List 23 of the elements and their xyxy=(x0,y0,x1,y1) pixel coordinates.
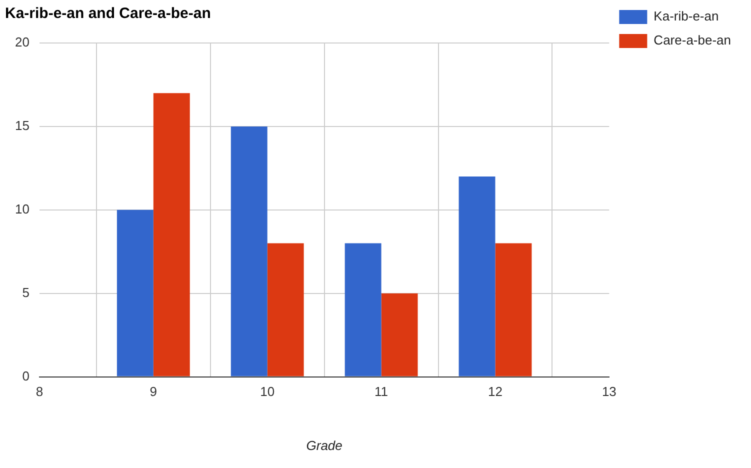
x-tick-label: 9 xyxy=(150,384,158,400)
y-tick-label: 20 xyxy=(14,34,30,50)
x-tick-label: 11 xyxy=(374,384,388,400)
bar xyxy=(495,243,532,376)
chart-title: Ka-rib-e-an and Care-a-be-an xyxy=(5,5,211,22)
y-tick-label: 0 xyxy=(22,368,30,384)
x-tick-label: 13 xyxy=(602,384,616,400)
bar xyxy=(381,293,418,376)
y-tick-label: 10 xyxy=(14,201,30,216)
legend-label: Ka-rib-e-an xyxy=(654,8,719,24)
x-tick-label: 8 xyxy=(36,384,44,400)
y-tick-label: 5 xyxy=(22,284,30,300)
legend-label: Care-a-be-an xyxy=(654,32,732,48)
bar xyxy=(267,243,304,376)
bar xyxy=(458,176,496,376)
y-tick-label: 15 xyxy=(14,118,30,134)
bar xyxy=(153,93,190,376)
x-tick-label: 12 xyxy=(488,384,502,400)
bar xyxy=(230,126,268,376)
bar xyxy=(344,243,382,376)
bar xyxy=(116,210,154,376)
x-axis-title: Grade xyxy=(306,438,342,453)
x-tick-label: 10 xyxy=(260,384,275,400)
